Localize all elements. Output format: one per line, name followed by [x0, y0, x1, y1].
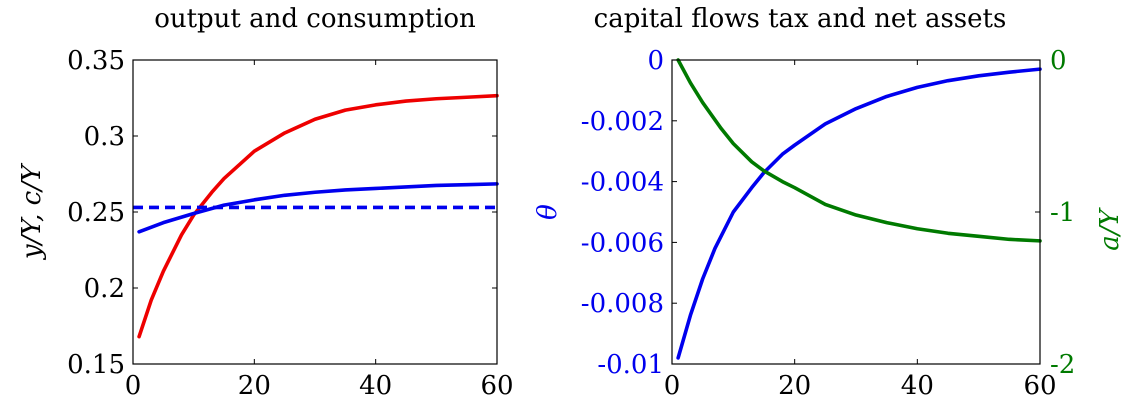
x-tick-label: 40 [901, 371, 934, 401]
y-tick-label: -0.004 [581, 168, 664, 198]
y-tick-label: 0 [647, 46, 664, 76]
y-tick-label: -0.01 [597, 350, 664, 380]
y-axis-label: θ [533, 204, 563, 220]
x-tick-label: 20 [778, 371, 811, 401]
plot-frame [132, 59, 498, 365]
chart-capital-flows: capital flows tax and net assets θ a/Y 0… [533, 4, 1125, 401]
y2-tick-label: 0 [1050, 46, 1067, 76]
plot-area: 0 20 40 60 -0.01 -0.008 -0.006 -0.004 -0.002 0 -2 -… [581, 46, 1076, 401]
series-line-0 [137, 93, 499, 339]
chart-title: output and consumption [154, 4, 476, 34]
x-tick-label: 0 [125, 371, 142, 401]
y-tick-label: 0.35 [67, 46, 125, 76]
y-axis-label: y/Y, c/Y [17, 162, 47, 260]
series-line-0 [676, 67, 1042, 360]
y2-axis-label: a/Y [1095, 206, 1125, 250]
x-tick-label: 20 [238, 371, 271, 401]
plot-area: 0 20 40 60 0.15 0.2 0.25 0.3 0.35 [67, 46, 513, 401]
y-tick-label: -0.006 [581, 228, 664, 258]
y-tick-label: -0.002 [581, 107, 664, 137]
y-tick-label: 0.25 [67, 198, 125, 228]
y-tick-label: -0.008 [581, 289, 664, 319]
chart-title: capital flows tax and net assets [594, 4, 1007, 34]
y-tick-label: 0.3 [84, 122, 125, 152]
plot-frame [671, 59, 1041, 365]
series-line-1 [137, 182, 499, 234]
x-tick-label: 40 [359, 371, 392, 401]
y2-tick-label: -2 [1050, 350, 1075, 380]
series-line-1 [676, 58, 1042, 243]
x-tick-label: 60 [1023, 371, 1056, 401]
y-tick-label: 0.15 [67, 350, 125, 380]
y-tick-label: 0.2 [84, 274, 125, 304]
x-tick-label: 60 [480, 371, 513, 401]
chart-output-consumption: output and consumption y/Y, c/Y 0 20 40 600… [17, 4, 514, 401]
y2-tick-label: -1 [1050, 198, 1075, 228]
x-tick-label: 0 [664, 371, 681, 401]
